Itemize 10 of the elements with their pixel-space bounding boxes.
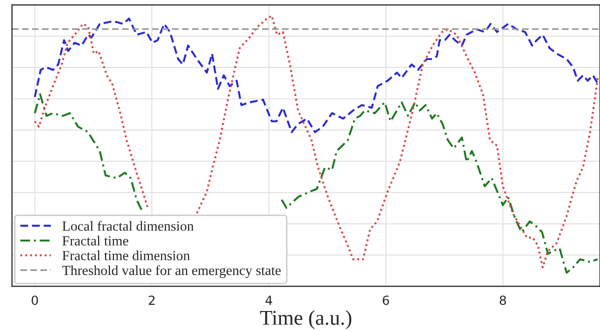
legend-label: Fractal time [62,236,128,246]
x-tick-label: 6 [382,296,390,306]
x-axis-title: Time (a.u.) [260,310,352,330]
x-tick-label: 2 [148,296,155,305]
x-tick-label: 0 [32,296,38,306]
x-tick-label: 8 [500,296,506,306]
legend-label: Threshold value for an emergency state [62,265,281,278]
legend-label: Fractal time dimension [62,250,190,260]
x-tick-label: 4 [265,296,272,305]
legend-label: Local fractal dimension [62,220,194,231]
